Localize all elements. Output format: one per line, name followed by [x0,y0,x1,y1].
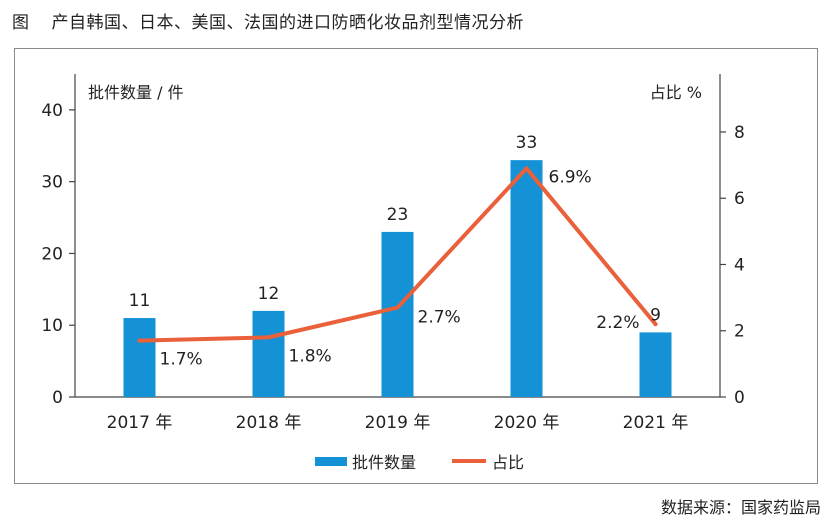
line-point [137,338,142,343]
bar [381,231,414,397]
line-point [653,322,658,327]
line-point [266,335,271,340]
y-right-tick-label: 8 [734,123,745,143]
bar [639,332,672,397]
line-value-label: 1.8% [289,346,332,366]
line-value-label: 6.9% [549,167,592,187]
chart-frame [14,48,818,484]
x-tick-label: 2019 年 [365,413,431,433]
line-value-label: 2.2% [596,313,639,333]
y-left-tick-label: 0 [52,388,63,408]
y-left-tick-label: 40 [41,101,63,121]
y-right-tick-label: 2 [734,322,745,342]
line-point [524,166,529,171]
y-left-tick-label: 30 [41,173,63,193]
x-tick-label: 2018 年 [236,413,302,433]
x-tick-label: 2021 年 [623,413,689,433]
line-value-label: 2.7% [418,308,461,328]
legend-line-label: 占比 [492,453,524,472]
y-right-tick-label: 4 [734,255,745,275]
bar [123,318,156,397]
figure-title-text: 产自韩国、日本、美国、法国的进口防晒化妆品剂型情况分析 [51,13,524,33]
figure-title: 图 产自韩国、日本、美国、法国的进口防晒化妆品剂型情况分析 [12,8,524,33]
bar-value-label: 23 [387,205,409,225]
y-axis-left-title: 批件数量 / 件 [88,83,184,102]
bar-value-label: 11 [129,291,151,311]
y-left-tick-label: 20 [41,244,63,264]
x-tick-label: 2017 年 [107,413,173,433]
y-left-tick-label: 10 [41,316,63,336]
bar [252,310,285,397]
bar-value-label: 33 [516,133,538,153]
x-tick-label: 2020 年 [494,413,560,433]
y-right-tick-label: 6 [734,189,745,209]
y-right-tick-label: 0 [734,388,745,408]
bar-value-label: 9 [650,305,661,325]
bar [510,160,543,397]
figure-label: 图 [12,13,30,33]
y-axis-right-title: 占比 % [650,83,702,102]
data-source: 数据来源：国家药监局 [660,498,821,517]
line-point [395,305,400,310]
bar-value-label: 12 [258,284,280,304]
legend-bar-label: 批件数量 [352,453,416,472]
legend-bar-swatch [315,457,347,466]
line-value-label: 1.7% [160,350,203,370]
